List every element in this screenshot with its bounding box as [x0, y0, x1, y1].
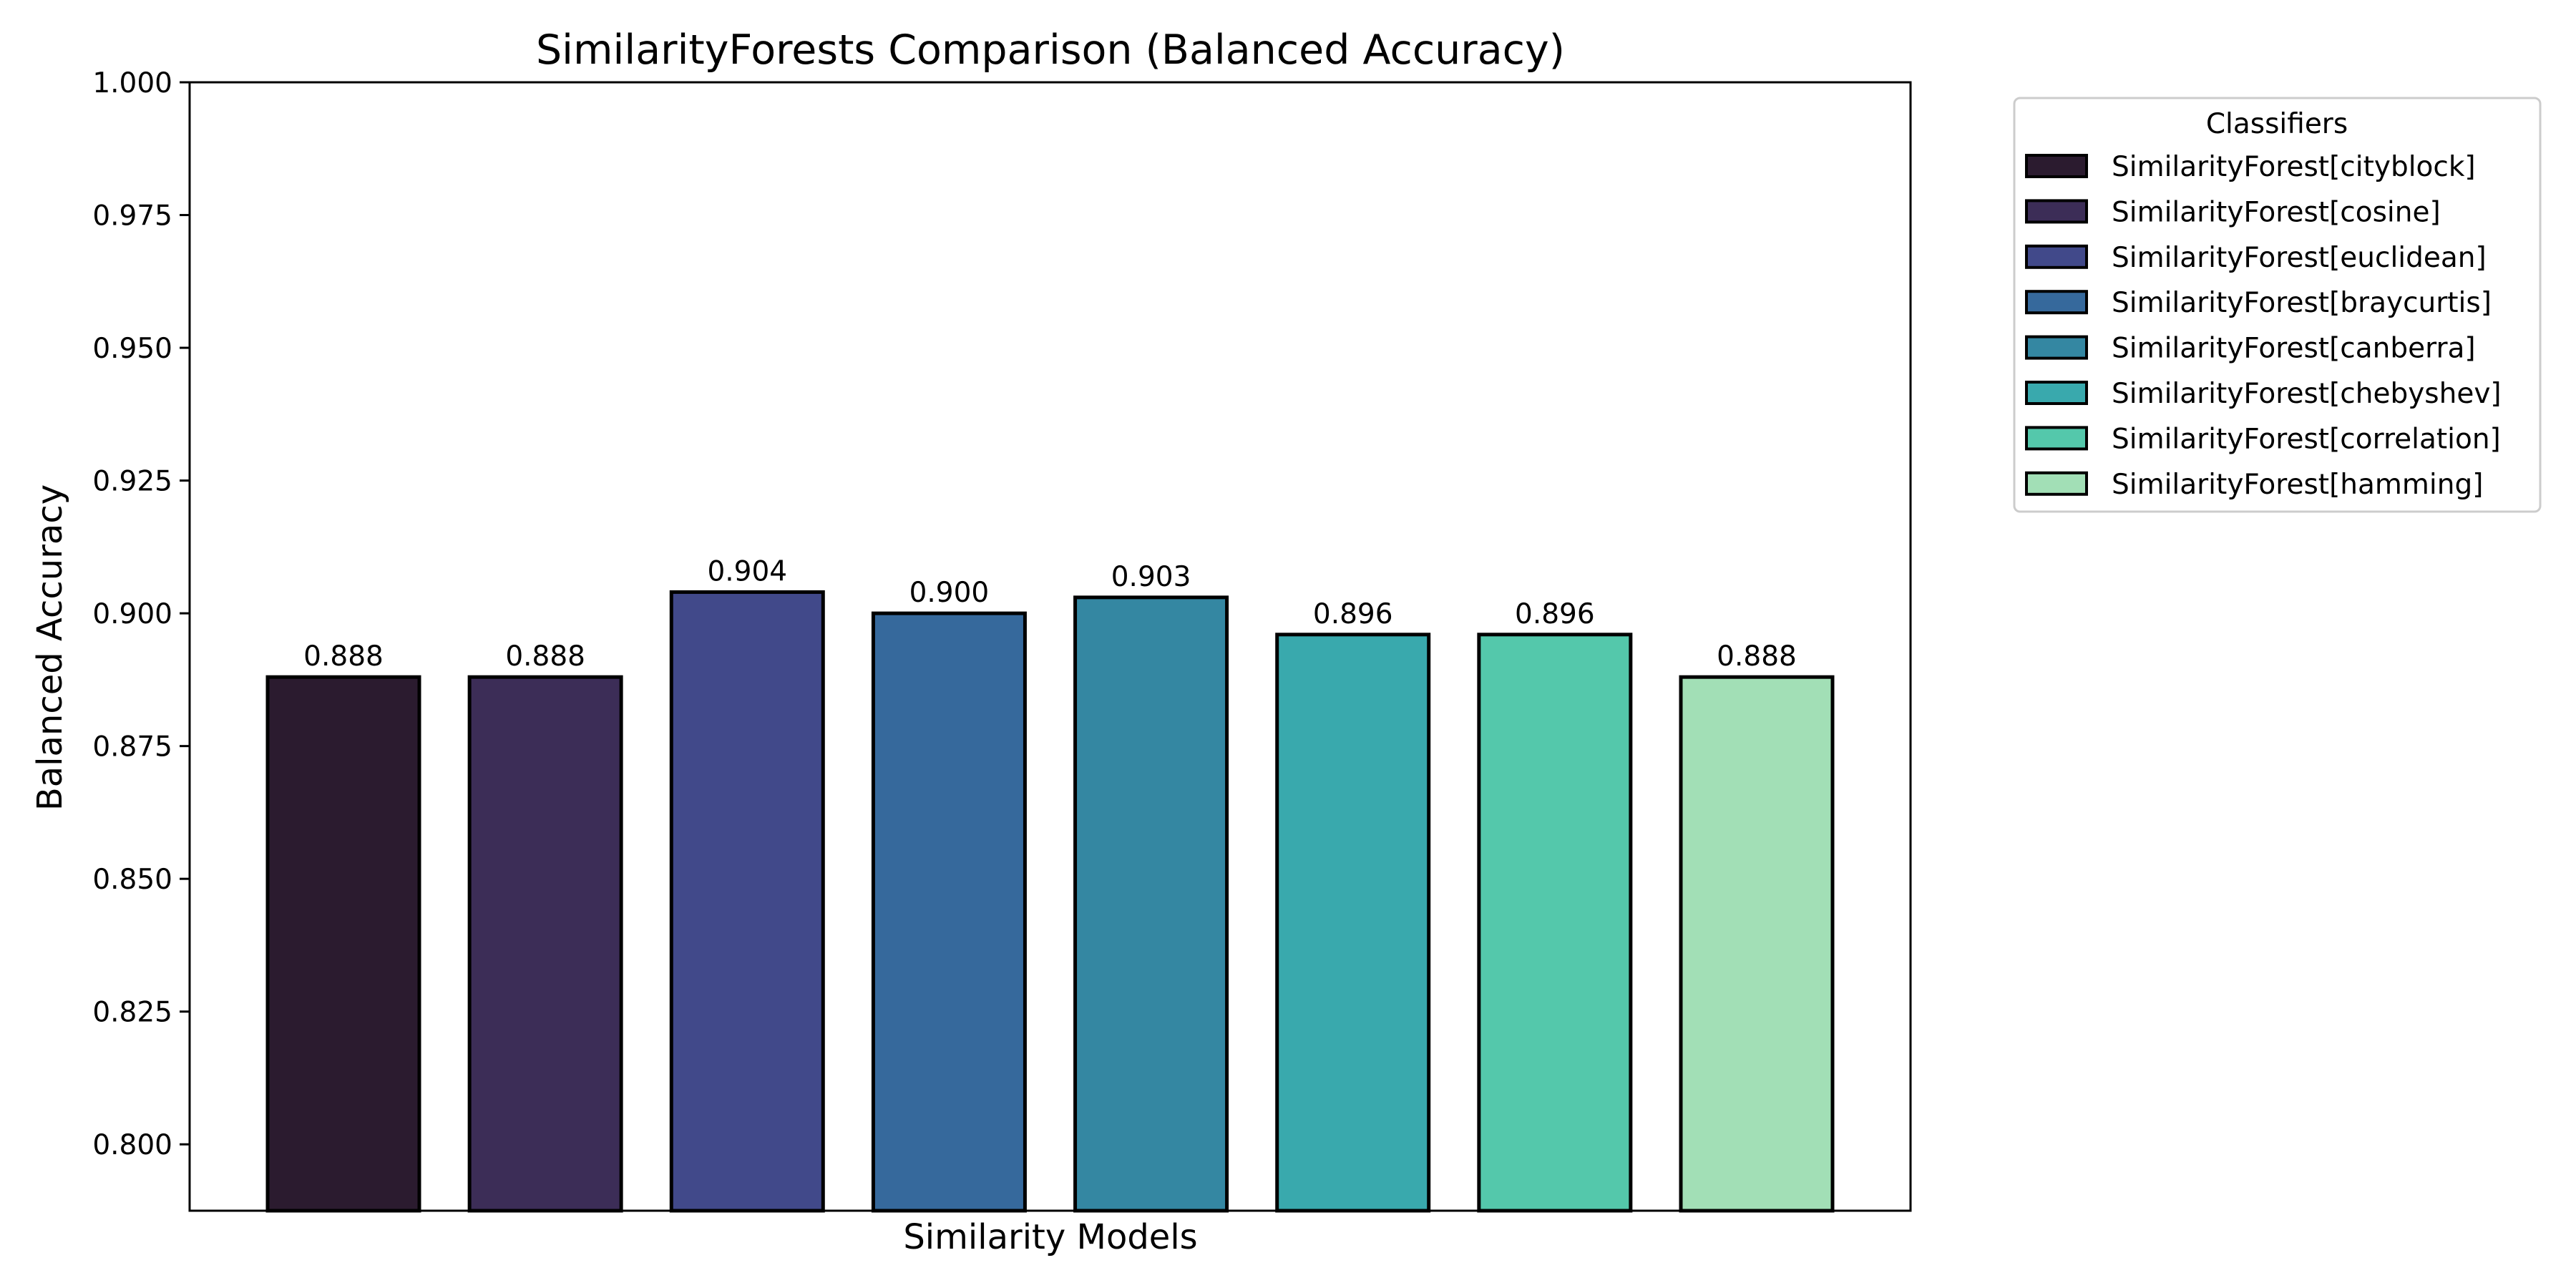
legend-label: SimilarityForest[hamming]	[2112, 469, 2483, 501]
legend-label: SimilarityForest[euclidean]	[2112, 242, 2487, 274]
legend-label: SimilarityForest[braycurtis]	[2112, 287, 2492, 319]
bar-value-label: 0.896	[1313, 598, 1393, 630]
bar	[669, 590, 825, 1213]
legend-swatch	[2025, 335, 2088, 360]
legend-label: SimilarityForest[correlation]	[2112, 423, 2501, 455]
y-tick-label: 1.000	[92, 67, 172, 99]
x-axis-title: Similarity Models	[903, 1217, 1197, 1257]
y-tick-label: 0.875	[92, 731, 172, 763]
legend-label: SimilarityForest[cityblock]	[2112, 151, 2476, 183]
bar-value-label: 0.900	[909, 577, 990, 609]
bar	[467, 675, 623, 1213]
plot-frame	[188, 81, 1912, 1212]
legend-frame	[2013, 97, 2542, 513]
bar-value-label: 0.896	[1515, 598, 1595, 630]
legend-label: SimilarityForest[chebyshev]	[2112, 378, 2502, 410]
legend-title: Classifiers	[2206, 108, 2348, 140]
legend-swatch	[2025, 154, 2088, 178]
bar-value-label: 0.888	[1717, 640, 1797, 673]
y-tick-label: 0.850	[92, 864, 172, 896]
y-tick-label: 0.900	[92, 598, 172, 630]
bar	[1679, 675, 1835, 1213]
bar-value-label: 0.904	[707, 555, 787, 587]
y-tick-label: 0.800	[92, 1129, 172, 1161]
bar-value-label: 0.903	[1111, 561, 1191, 593]
legend-swatch	[2025, 290, 2088, 315]
chart-title: SimilarityForests Comparison (Balanced A…	[536, 26, 1565, 74]
bar	[265, 675, 421, 1213]
legend-swatch	[2025, 199, 2088, 224]
legend-swatch	[2025, 381, 2088, 405]
legend-label: SimilarityForest[cosine]	[2112, 196, 2441, 228]
bars: 0.888 0.888 0.904 0.900 0.903 0.896 0.896 0.888	[265, 555, 1835, 1213]
bar	[871, 611, 1027, 1213]
legend-label: SimilarityForest[canberra]	[2112, 333, 2476, 365]
y-tick-label: 0.950	[92, 333, 172, 365]
legend: Classifiers SimilarityForest[cityblock] S…	[2013, 97, 2542, 513]
bar	[1275, 633, 1431, 1213]
y-axis: 0.800 0.825 0.850 0.875 0.900 0.925 0.950 0.975…	[92, 67, 190, 1161]
legend-swatch	[2025, 244, 2088, 269]
bar-value-label: 0.888	[505, 640, 585, 673]
bar-value-label: 0.888	[303, 640, 384, 673]
bar	[1477, 633, 1633, 1213]
y-tick-label: 0.825	[92, 997, 172, 1029]
legend-swatch	[2025, 471, 2088, 496]
y-tick-label: 0.975	[92, 200, 172, 233]
bar	[1073, 595, 1229, 1213]
y-axis-title: Balanced Accuracy	[30, 484, 70, 811]
y-tick-label: 0.925	[92, 466, 172, 498]
legend-swatch	[2025, 426, 2088, 451]
